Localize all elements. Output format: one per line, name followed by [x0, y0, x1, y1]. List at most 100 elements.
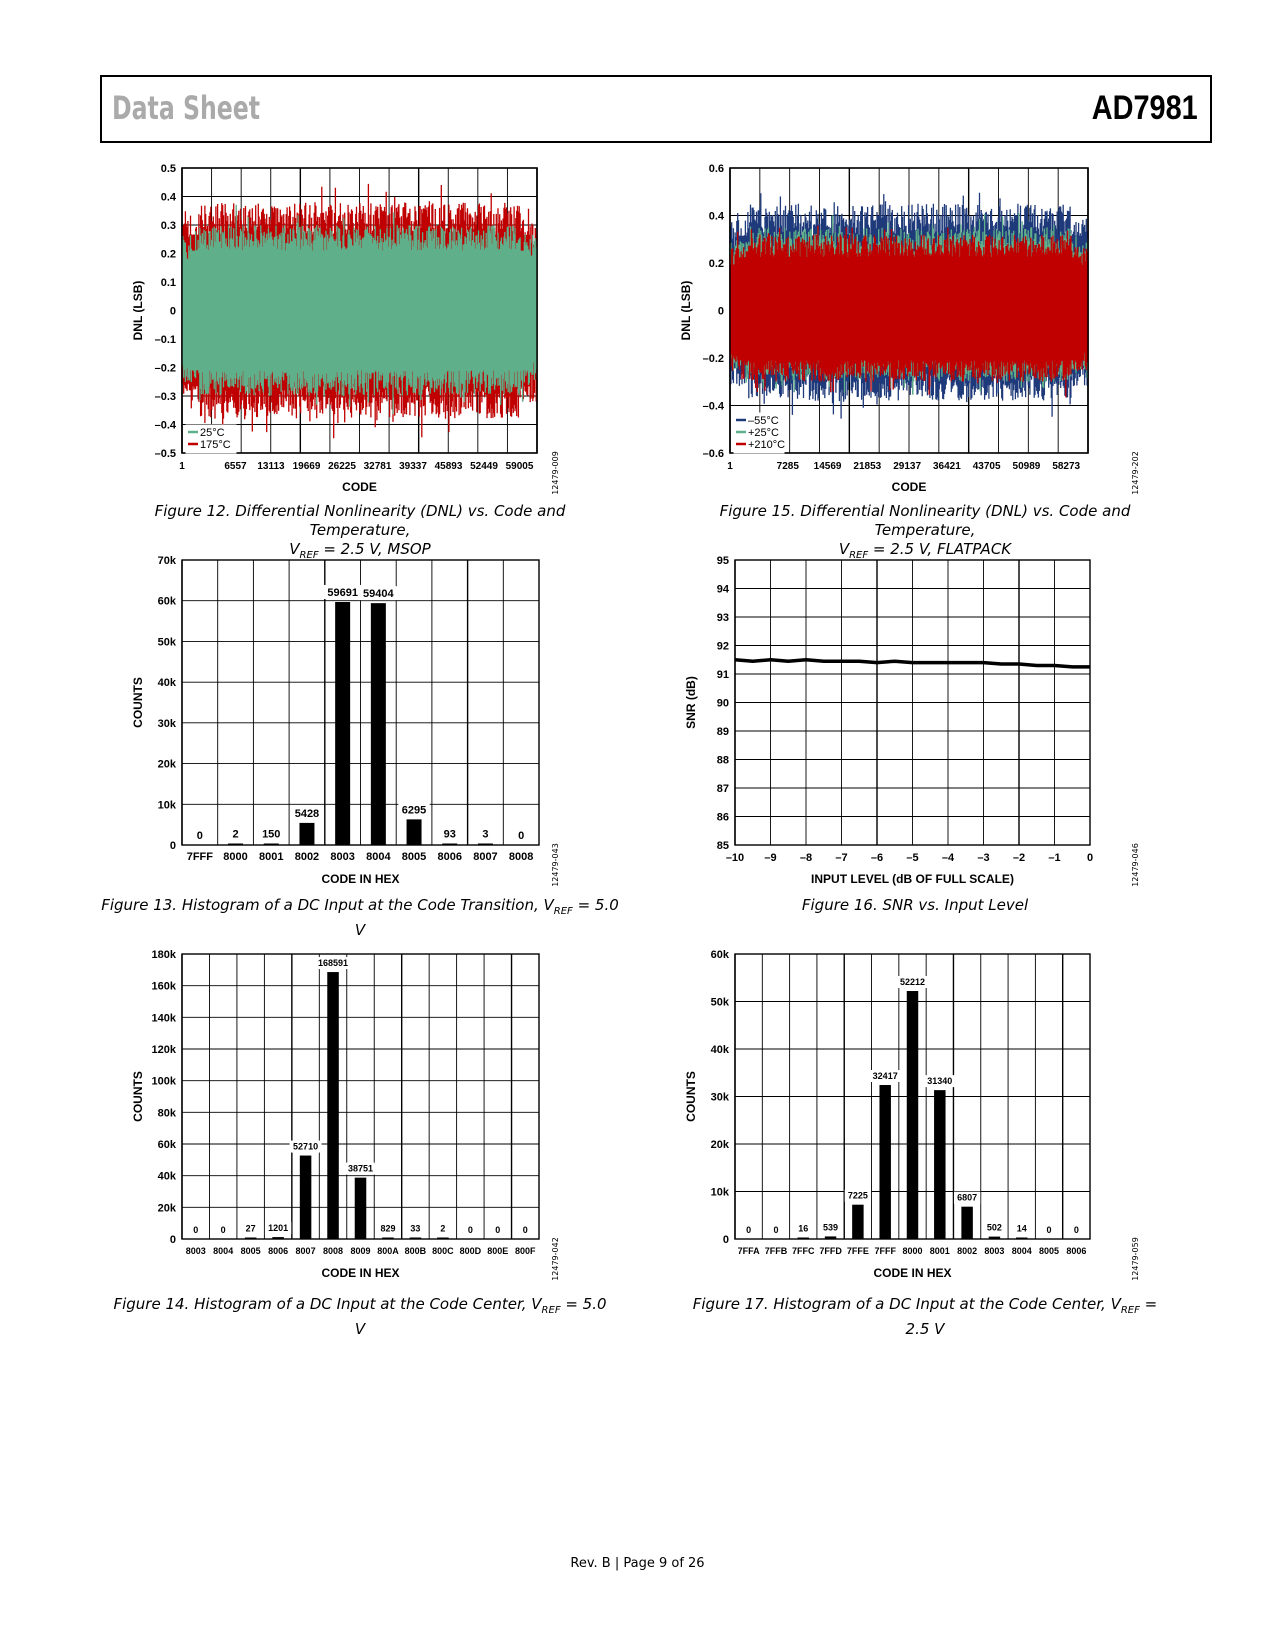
legend-label: 175°C	[200, 439, 231, 451]
x-axis-label: CODE IN HEX	[873, 1266, 951, 1280]
histogram-bar	[961, 1206, 973, 1239]
y-tick-label: –0.2	[155, 363, 176, 375]
x-tick-label: 800D	[460, 1246, 482, 1256]
bar-label-bg	[795, 1222, 811, 1235]
y-tick-label: 50k	[711, 997, 730, 1009]
bar-label-bg	[194, 828, 206, 842]
y-tick-label: 60k	[158, 1139, 177, 1151]
histogram-chart: 70k 60k 50k 40k 30k 20k 10k 0 CODE IN HEX COUNTS 1…	[131, 555, 560, 887]
figure-13-histogram: 70k 60k 50k 40k 30k 20k 10k 0 CODE IN HEX COUNTS 1…	[130, 555, 590, 895]
x-tick-label: –2	[1013, 852, 1025, 864]
histogram-chart: 180k 160k 140k 120k 100k 80k 60k 40k 20k 0 CODE IN…	[131, 949, 560, 1281]
y-tick-label: 0.2	[161, 249, 176, 261]
x-tick-label: 8009	[350, 1246, 370, 1256]
x-tick-label: 7FFD	[819, 1246, 842, 1256]
bar-value-label: 27	[246, 1224, 256, 1234]
y-tick-label: 120k	[152, 1044, 177, 1056]
figure-12-caption-line2: = 2.5 V, MSOP	[318, 540, 431, 558]
histogram-bar	[370, 603, 386, 845]
y-tick-label: 0.4	[709, 211, 725, 223]
x-tick-label: –4	[942, 852, 955, 864]
x-tick-label: –9	[764, 852, 776, 864]
histogram-bar	[327, 972, 339, 1239]
bar-value-label: 0	[197, 830, 203, 842]
figure-14-caption: Figure 14. Histogram of a DC Input at th…	[110, 1295, 610, 1339]
bar-value-label: 0	[468, 1225, 473, 1235]
histogram-bar	[437, 1237, 449, 1239]
y-tick-label: 30k	[711, 1092, 730, 1104]
y-tick-label: 0.4	[161, 192, 177, 204]
bar-value-label: 14	[1017, 1224, 1027, 1234]
bar-value-label: 2	[232, 829, 238, 841]
x-tick-label: 8001	[259, 851, 283, 863]
figure-16-caption-text: Figure 16. SNR vs. Input Level	[801, 896, 1029, 914]
figure-14-caption-end: = 5.0 V	[354, 1295, 607, 1338]
plot-frame-top	[729, 167, 1089, 454]
x-tick-label: –6	[871, 852, 883, 864]
x-tick-label: 8003	[984, 1246, 1004, 1256]
bar-value-label: 0	[518, 830, 524, 842]
bar-value-label: 52710	[293, 1142, 318, 1152]
histogram-bar	[852, 1204, 864, 1239]
figure-12-dnl-msop: 0.5 0.4 0.3 0.2 0.1 0 –0.1 –0.2 –0.3 –0.4 –0.5 CODE…	[130, 160, 590, 500]
dnl-core-band	[737, 257, 1081, 361]
bar-label-bg	[190, 1224, 201, 1236]
x-tick-label: 39337	[399, 461, 427, 472]
header-doc-type: Data Sheet	[112, 89, 261, 127]
bar-label-bg	[243, 1222, 259, 1235]
y-tick-label: 0	[170, 306, 176, 318]
histogram-chart: 60k 50k 40k 30k 20k 10k 0 CODE IN HEX COUNTS 1247…	[684, 949, 1140, 1281]
bar-value-label: 502	[987, 1223, 1002, 1233]
bar-value-label: 16	[798, 1224, 808, 1234]
bar-label-bg	[407, 1222, 424, 1235]
y-tick-label: –0.3	[155, 391, 176, 403]
y-axis-label: SNR (dB)	[684, 676, 698, 729]
bar-label-bg	[440, 826, 459, 841]
x-tick-label: 7FFE	[847, 1246, 869, 1256]
histogram-bar	[442, 843, 458, 845]
histogram-bar	[299, 1155, 312, 1239]
x-tick-label: 52449	[470, 461, 498, 472]
plot-frame-top	[181, 167, 538, 454]
x-tick-label: 7FFA	[738, 1246, 761, 1256]
legend-box	[185, 424, 237, 454]
y-tick-label: 85	[717, 840, 729, 852]
histogram-bar	[244, 1237, 257, 1239]
y-tick-label: 0.1	[161, 277, 176, 289]
x-tick-label: –8	[800, 852, 812, 864]
y-tick-label: –0.1	[155, 334, 176, 346]
plot-frame	[181, 559, 540, 846]
figure-17-caption-end: = 2.5 V	[905, 1295, 1158, 1338]
y-tick-label: 90	[717, 698, 729, 710]
x-tick-label: 8005	[402, 851, 426, 863]
figure-13-caption-end: = 5.0 V	[354, 896, 619, 939]
bar-label-bg	[398, 802, 430, 817]
histogram-bar	[382, 1237, 394, 1239]
figure-13-caption: Figure 13. Histogram of a DC Input at th…	[100, 896, 620, 940]
bar-value-label: 7225	[848, 1191, 868, 1201]
figure-code: 12479-009	[551, 451, 560, 495]
y-tick-label: 89	[717, 726, 729, 738]
bar-label-bg	[218, 1224, 228, 1236]
histogram-bar	[263, 843, 279, 845]
x-tick-label: 8005	[1039, 1246, 1059, 1256]
figure-15-caption-line1: Figure 15. Differential Nonlinearity (DN…	[719, 502, 1131, 539]
figure-15-caption-sub: REF	[849, 550, 869, 561]
bar-value-label: 6807	[957, 1193, 977, 1203]
x-tick-label: 50989	[1013, 461, 1041, 472]
y-tick-label: –0.2	[703, 353, 724, 365]
y-tick-label: 0	[170, 840, 176, 852]
figure-14-caption-text: Figure 14. Histogram of a DC Input at th…	[113, 1295, 542, 1313]
y-tick-label: 0	[723, 1234, 729, 1246]
figure-code: 12479-059	[1131, 1237, 1140, 1281]
x-tick-label: 6557	[224, 461, 247, 472]
bar-label-bg	[896, 975, 929, 988]
x-axis-label: CODE IN HEX	[321, 872, 399, 886]
bar-value-label: 5428	[295, 808, 319, 820]
histogram-bar	[879, 1085, 891, 1239]
histogram-bar	[797, 1237, 810, 1239]
y-tick-label: 20k	[158, 759, 177, 771]
figure-16-snr: 95 94 93 92 91 90 89 88 87 86 85 INPUT LEVEL (dB OF…	[680, 555, 1150, 895]
y-tick-label: 95	[717, 555, 729, 567]
figure-code: 12479-202	[1131, 451, 1140, 495]
